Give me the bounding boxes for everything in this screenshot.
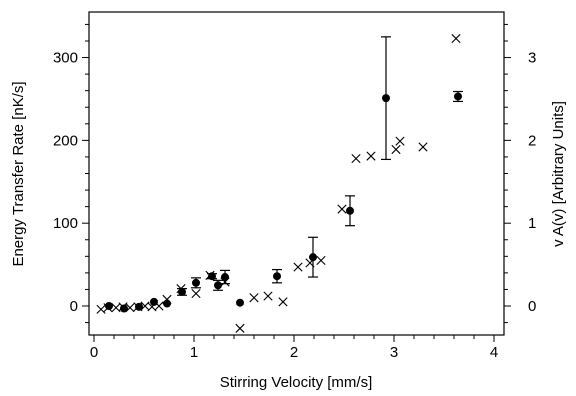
data-point-circle bbox=[309, 253, 317, 262]
data-point-cross bbox=[176, 284, 186, 294]
data-point-cross bbox=[451, 33, 461, 44]
data-point-cross bbox=[205, 270, 215, 280]
data-point-cross bbox=[103, 303, 113, 313]
y2-tick-label: 3 bbox=[528, 50, 536, 67]
data-point-cross bbox=[263, 291, 273, 301]
plot-frame bbox=[88, 11, 505, 336]
x-tick-label: 0 bbox=[90, 344, 98, 361]
ticks-layer: 0 1 2 3 4 0 100 200 300 0 1 2 3 bbox=[53, 23, 536, 361]
data-point-cross bbox=[351, 154, 361, 164]
data-point-cross bbox=[391, 144, 401, 155]
data-point-circle bbox=[163, 299, 171, 308]
data-point-circle bbox=[236, 298, 244, 307]
data-point-cross bbox=[305, 258, 315, 268]
x-axis-label: Stirring Velocity [mm/s] bbox=[220, 374, 373, 391]
data-point-circle bbox=[208, 272, 216, 281]
y-tick-label: 0 bbox=[70, 298, 78, 315]
y-axis-label: Energy Transfer Rate [nK/s] bbox=[10, 81, 27, 266]
data-point-circle bbox=[221, 273, 229, 282]
x-tick-label: 2 bbox=[290, 344, 298, 361]
data-point-cross bbox=[235, 323, 245, 333]
data-point-circle bbox=[273, 272, 281, 281]
y-tick-label: 100 bbox=[53, 215, 78, 232]
data-point-cross bbox=[337, 204, 347, 214]
data-point-circle bbox=[135, 302, 143, 311]
y-tick-label: 200 bbox=[53, 132, 78, 149]
x-tick-label: 4 bbox=[490, 344, 498, 361]
y2-axis-label: v A(v) [Arbitrary Units] bbox=[550, 101, 567, 247]
data-point-cross bbox=[395, 136, 405, 146]
x-tick-label: 3 bbox=[390, 344, 398, 361]
data-point-cross bbox=[418, 142, 428, 152]
x-tick-label: 1 bbox=[190, 344, 198, 361]
data-point-cross bbox=[278, 297, 288, 307]
data-point-cross bbox=[191, 289, 201, 299]
data-point-cross bbox=[154, 301, 164, 311]
y2-tick-label: 0 bbox=[528, 298, 536, 315]
y2-tick-label: 2 bbox=[528, 132, 536, 149]
y2-tick-label: 1 bbox=[528, 215, 536, 232]
data-point-circle bbox=[454, 92, 462, 101]
y-tick-label: 300 bbox=[53, 50, 78, 67]
data-point-cross bbox=[162, 294, 172, 304]
data-point-cross bbox=[293, 262, 303, 272]
data-point-circle bbox=[382, 94, 390, 103]
data-point-cross bbox=[96, 304, 106, 314]
data-point-cross bbox=[220, 277, 230, 287]
data-point-circle bbox=[192, 278, 200, 287]
data-point-cross bbox=[125, 303, 135, 313]
data-point-circle bbox=[346, 206, 354, 215]
data-point-circle bbox=[150, 297, 158, 306]
marks-layer bbox=[96, 33, 463, 333]
data-point-cross bbox=[316, 255, 326, 266]
data-point-cross bbox=[366, 151, 376, 161]
data-point-cross bbox=[249, 293, 259, 303]
data-point-circle bbox=[214, 281, 222, 290]
